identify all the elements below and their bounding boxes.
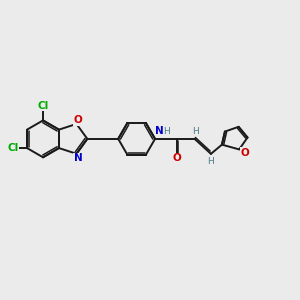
Text: H: H	[164, 127, 170, 136]
Text: O: O	[240, 148, 249, 158]
Text: O: O	[172, 153, 181, 163]
Text: N: N	[155, 126, 164, 136]
Text: Cl: Cl	[38, 100, 49, 111]
Text: Cl: Cl	[8, 143, 19, 153]
Text: O: O	[74, 116, 82, 125]
Text: H: H	[192, 127, 199, 136]
Text: N: N	[74, 153, 82, 163]
Text: H: H	[208, 157, 214, 166]
